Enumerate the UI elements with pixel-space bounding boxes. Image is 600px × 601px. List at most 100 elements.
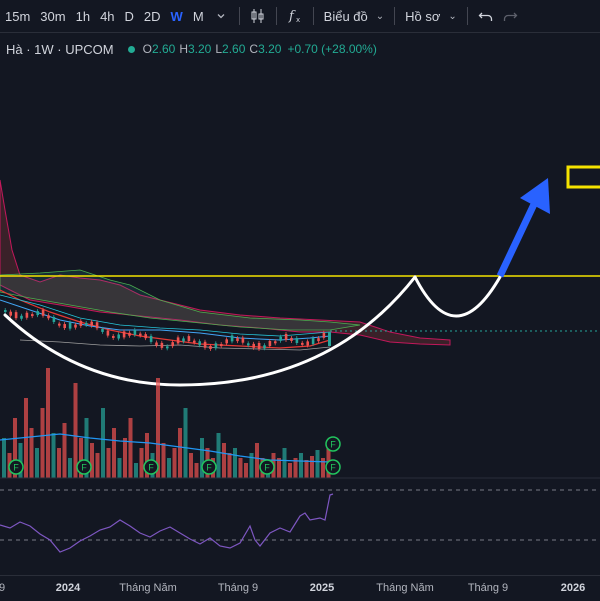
- volume-bar: [35, 448, 39, 478]
- volume-bar: [288, 463, 292, 478]
- candle-body: [241, 337, 245, 343]
- high-key: H: [179, 42, 188, 56]
- volume-bar: [139, 448, 144, 478]
- candle-body: [133, 329, 137, 335]
- candle-body: [214, 343, 218, 349]
- time-axis-label: 2025: [309, 582, 335, 594]
- volume-bar: [73, 383, 78, 478]
- marker-label: F: [148, 463, 154, 473]
- target-box[interactable]: [566, 165, 600, 189]
- candle-body: [263, 345, 266, 349]
- candle-body: [47, 315, 50, 319]
- volume-bar: [2, 438, 6, 478]
- timeframe-4h[interactable]: 4h: [100, 8, 115, 24]
- marker-circle[interactable]: [76, 459, 92, 475]
- candle-body: [106, 330, 110, 336]
- timeframe-group: 15m 30m 1h 4h D 2D W M: [0, 9, 209, 24]
- volume-bar: [95, 453, 100, 478]
- timeframe-1h[interactable]: 1h: [75, 8, 91, 24]
- marker-label: F: [330, 463, 336, 473]
- handle-curve[interactable]: [413, 275, 502, 318]
- low-key: L: [215, 42, 223, 56]
- candle-body: [166, 346, 169, 349]
- timeframe-w[interactable]: W: [170, 8, 183, 24]
- volume-bar: [167, 458, 171, 478]
- candle-body: [236, 338, 239, 342]
- volume-bar: [249, 453, 254, 478]
- marker-label: F: [206, 463, 212, 473]
- symbol-name[interactable]: Hà · 1W · UPCOM: [6, 41, 114, 57]
- ma-line-blue: [0, 299, 331, 341]
- candle-body: [74, 324, 77, 328]
- candle-body: [112, 335, 115, 338]
- candle-body: [31, 314, 34, 317]
- volume-bar: [134, 463, 138, 478]
- timeframe-m[interactable]: M: [192, 8, 204, 24]
- volume-bar: [227, 453, 232, 478]
- volume-bar: [29, 428, 34, 478]
- high-value: 3.20: [188, 42, 212, 56]
- ichimoku-cloud: [0, 179, 451, 346]
- marker-circle[interactable]: [259, 459, 275, 475]
- candle-body: [193, 340, 196, 343]
- toolbar-divider: [275, 7, 277, 25]
- cup-curve[interactable]: [3, 275, 417, 387]
- volume-bar: [90, 443, 94, 478]
- volume-bar: [277, 458, 281, 478]
- time-axis-label: Tháng 9: [467, 582, 509, 594]
- candle-body: [155, 342, 158, 346]
- marker-circle[interactable]: [325, 436, 341, 452]
- svg-text:x: x: [296, 16, 300, 24]
- candlestick-icon[interactable]: [246, 4, 270, 28]
- volume-bar: [189, 453, 193, 478]
- candle-body: [225, 339, 228, 344]
- candle-body: [328, 332, 331, 346]
- timeframe-d[interactable]: D: [124, 8, 134, 24]
- price-chart[interactable]: F F F F F F F: [0, 60, 600, 575]
- volume-bar: [172, 448, 177, 478]
- undo-icon[interactable]: [474, 4, 498, 28]
- ma-line-red: [0, 289, 331, 349]
- profile-dropdown[interactable]: Hồ sơ ⌄: [401, 9, 461, 24]
- candle-body: [95, 322, 99, 329]
- chevron-down-icon[interactable]: [209, 4, 233, 28]
- candle-body: [122, 331, 126, 338]
- candle-body: [63, 324, 66, 329]
- time-axis-label: 9: [0, 582, 6, 594]
- fx-icon[interactable]: f x: [283, 4, 307, 28]
- time-axis[interactable]: 9 2024 Tháng Năm Tháng 9 2025 Tháng Năm Tháng …: [0, 575, 600, 601]
- time-axis-label: Tháng Năm: [376, 582, 434, 594]
- candle-body: [203, 341, 207, 348]
- timeframe-15m[interactable]: 15m: [5, 8, 31, 24]
- chevron-down-icon: ⌄: [375, 10, 385, 22]
- redo-icon[interactable]: [498, 4, 522, 28]
- candle-body: [306, 341, 309, 346]
- candle-body: [279, 336, 282, 341]
- marker-circle[interactable]: [8, 459, 24, 475]
- toolbar-divider: [466, 7, 468, 25]
- marker-circle[interactable]: [325, 459, 341, 475]
- timeframe-30m[interactable]: 30m: [40, 8, 66, 24]
- chart-type-label: Biểu đồ: [323, 8, 368, 24]
- candle-body: [230, 335, 234, 342]
- volume-bar: [62, 423, 67, 478]
- breakout-arrow[interactable]: [496, 178, 550, 278]
- profile-label: Hồ sơ: [405, 8, 441, 24]
- marker-circle[interactable]: [143, 459, 159, 475]
- candle-body: [9, 311, 12, 316]
- candlesticks: [4, 307, 331, 351]
- candle-body: [149, 335, 153, 342]
- close-key: C: [249, 42, 259, 56]
- ma-line-grey: [19, 339, 331, 351]
- open-key: O: [142, 42, 152, 56]
- candle-body: [68, 322, 72, 329]
- timeframe-2d[interactable]: 2D: [143, 8, 161, 24]
- volume-bar: [101, 408, 105, 478]
- chart-type-dropdown[interactable]: Biểu đồ ⌄: [320, 9, 388, 24]
- chevron-down-icon: ⌄: [448, 10, 457, 22]
- candle-body: [171, 342, 174, 347]
- marker-label: F: [330, 440, 336, 450]
- rsi-line: [0, 493, 334, 553]
- marker-circle[interactable]: [201, 459, 217, 475]
- candle-body: [311, 338, 315, 345]
